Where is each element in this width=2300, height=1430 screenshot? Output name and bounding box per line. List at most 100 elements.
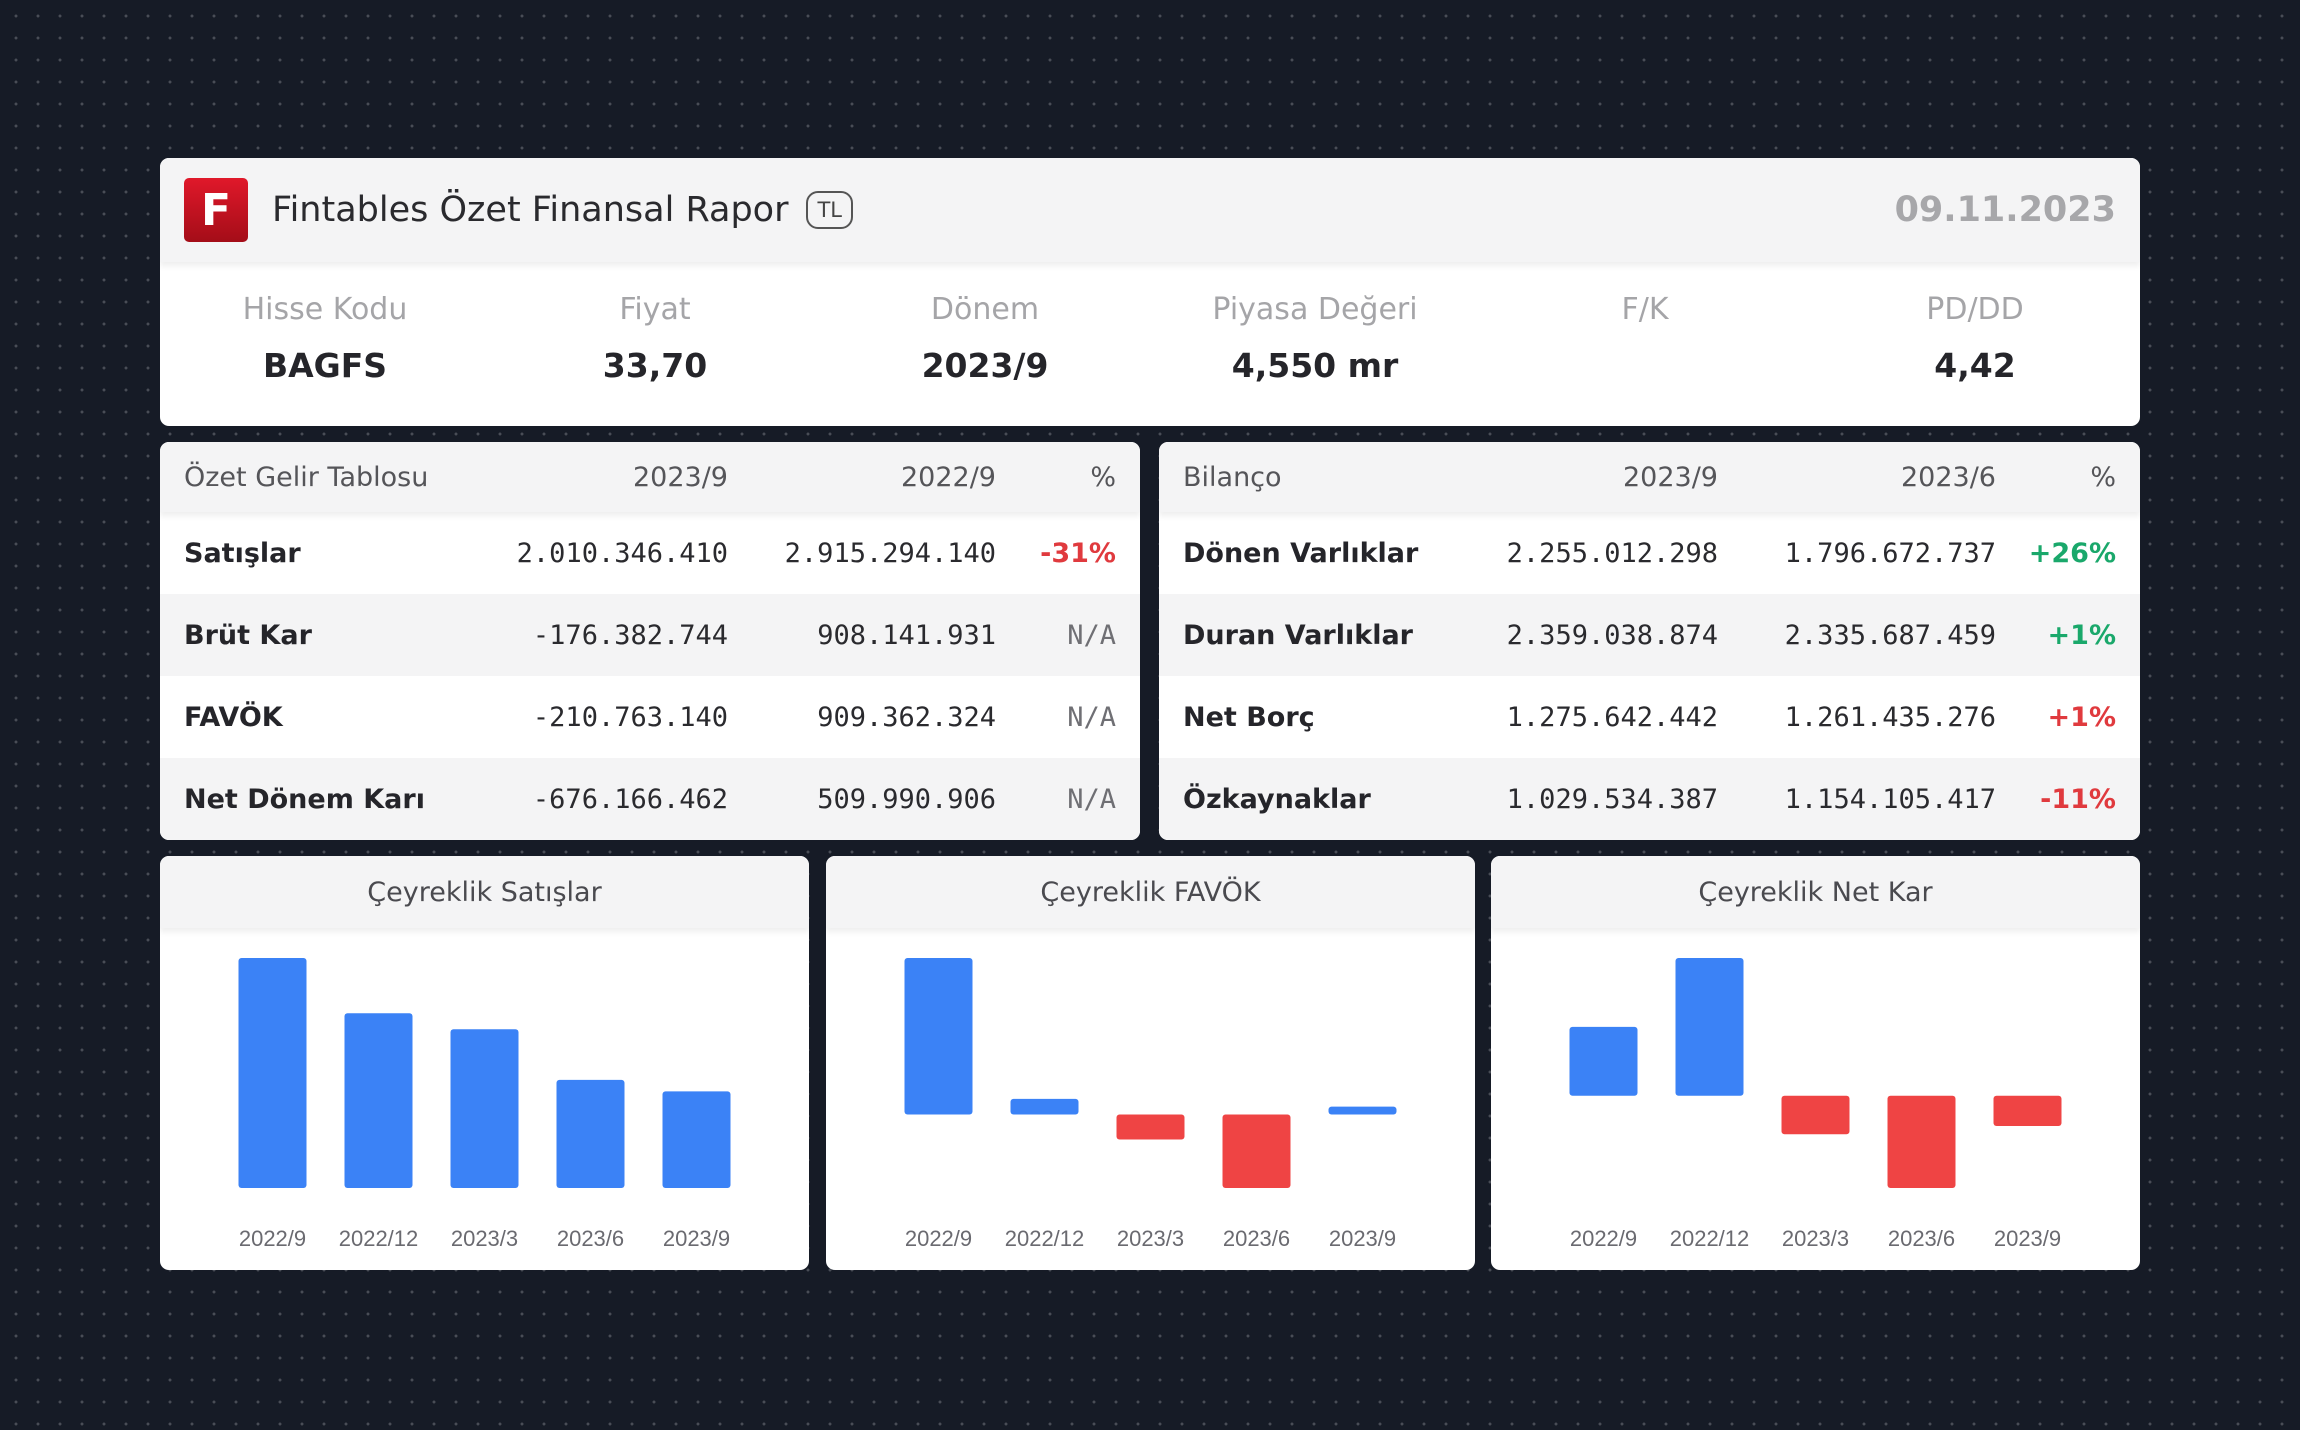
- bar-2023-9: [1993, 1095, 2062, 1127]
- current-value: 2.010.346.410: [516, 537, 728, 569]
- table-row: Brüt Kar -176.382.744 908.141.931 N/A: [160, 594, 1140, 676]
- x-tick-label: 2023/6: [1223, 1226, 1290, 1251]
- stat-label: Fiyat: [619, 292, 691, 327]
- chart-title: Çeyreklik Net Kar: [1491, 856, 2140, 928]
- balance-sheet-table: Bilanço 2023/9 2023/6 % Dönen Varlıklar 2…: [1159, 442, 2140, 840]
- bar-2023-9: [662, 1091, 731, 1188]
- current-value: 2.359.038.874: [1506, 619, 1718, 651]
- x-tick-label: 2023/9: [1329, 1226, 1396, 1251]
- table-row: Özkaynaklar 1.029.534.387 1.154.105.417 -11…: [1159, 758, 2140, 840]
- previous-value: 909.362.324: [817, 701, 996, 733]
- x-tick-label: 2023/9: [1994, 1226, 2061, 1251]
- chart-title: Çeyreklik Satışlar: [160, 856, 809, 928]
- bar-2022-9: [238, 958, 307, 1188]
- row-label: Satışlar: [184, 537, 301, 569]
- bar-2023-3: [1116, 1114, 1185, 1140]
- quarterly-net-income-chart: Çeyreklik Net Kar 2022/9 2022/12 2023/3 202…: [1491, 856, 2140, 1270]
- bar-2023-6: [556, 1079, 625, 1188]
- summary-card: F Fintables Özet Finansal Rapor TL 09.11…: [160, 158, 2140, 426]
- quarterly-net-income-plot: 2022/9 2022/12 2023/3 2023/6 2023/9: [1569, 958, 2062, 1251]
- stat-period: Dönem 2023/9: [820, 262, 1150, 426]
- row-label: FAVÖK: [184, 701, 283, 733]
- x-tick-label: 2022/12: [339, 1226, 419, 1251]
- table-row: FAVÖK -210.763.140 909.362.324 N/A: [160, 676, 1140, 758]
- column-header: 2023/6: [1901, 461, 1996, 493]
- x-tick-label: 2022/9: [239, 1226, 306, 1251]
- report-date: 09.11.2023: [1894, 190, 2116, 230]
- column-header: %: [1090, 461, 1116, 493]
- fintables-logo-icon: F: [184, 178, 248, 242]
- x-tick-label: 2023/3: [1782, 1226, 1849, 1251]
- change-percent: -31%: [1040, 537, 1116, 569]
- quarterly-ebitda-plot: 2022/9 2022/12 2023/3 2023/6 2023/9: [904, 958, 1397, 1251]
- change-percent: N/A: [1067, 701, 1116, 733]
- bar-2022-12: [1675, 958, 1744, 1096]
- x-tick-label: 2022/12: [1005, 1226, 1085, 1251]
- stat-label: F/K: [1621, 292, 1669, 327]
- change-percent: +1%: [2047, 619, 2116, 651]
- table-header: Bilanço 2023/9 2023/6 %: [1159, 442, 2140, 512]
- stat-label: Dönem: [930, 292, 1040, 327]
- stat-market-cap: Piyasa Değeri 4,550 mr: [1150, 262, 1480, 426]
- quarterly-sales-plot: 2022/9 2022/12 2023/3 2023/6 2023/9: [238, 958, 731, 1251]
- column-header: 2022/9: [901, 461, 996, 493]
- report-title: Fintables Özet Finansal Rapor: [272, 190, 789, 230]
- bar-2023-9: [1328, 1106, 1397, 1115]
- previous-value: 1.154.105.417: [1784, 783, 1996, 815]
- x-tick-label: 2022/12: [1670, 1226, 1750, 1251]
- quarterly-sales-chart: Çeyreklik Satışlar 2022/9 2022/12 2023/3 20…: [160, 856, 809, 1270]
- current-value: 1.275.642.442: [1506, 701, 1718, 733]
- x-tick-label: 2023/6: [1888, 1226, 1955, 1251]
- stat-value: 4,550 mr: [1231, 346, 1399, 385]
- bar-2022-9: [1569, 1026, 1638, 1096]
- previous-value: 509.990.906: [817, 783, 996, 815]
- bar-2023-6: [1222, 1114, 1291, 1188]
- row-label: Özkaynaklar: [1183, 783, 1371, 815]
- table-row: Duran Varlıklar 2.359.038.874 2.335.687.45…: [1159, 594, 2140, 676]
- change-percent: N/A: [1067, 783, 1116, 815]
- stat-value: 2023/9: [921, 346, 1049, 385]
- column-header: 2023/9: [1623, 461, 1718, 493]
- stat-value: 33,70: [602, 346, 708, 385]
- bar-2022-12: [344, 1013, 413, 1188]
- previous-value: 1.796.672.737: [1784, 537, 1996, 569]
- row-label: Net Dönem Karı: [184, 783, 425, 815]
- previous-value: 908.141.931: [817, 619, 996, 651]
- stat-ticker: Hisse Kodu BAGFS: [160, 262, 490, 426]
- report-header: F Fintables Özet Finansal Rapor TL 09.11…: [160, 158, 2140, 262]
- change-percent: +1%: [2047, 701, 2116, 733]
- change-percent: +26%: [2028, 537, 2116, 569]
- stat-value: BAGFS: [262, 346, 388, 385]
- change-percent: N/A: [1067, 619, 1116, 651]
- stat-label: Piyasa Değeri: [1212, 292, 1418, 327]
- column-header: Bilanço: [1183, 461, 1282, 493]
- stat-value: [1480, 346, 1810, 388]
- previous-value: 2.335.687.459: [1784, 619, 1996, 651]
- column-header: %: [2090, 461, 2116, 493]
- column-header: Özet Gelir Tablosu: [184, 461, 429, 493]
- income-statement-table: Özet Gelir Tablosu 2023/9 2022/9 % Satış…: [160, 442, 1140, 840]
- table-header: Özet Gelir Tablosu 2023/9 2022/9 %: [160, 442, 1140, 512]
- current-value: -676.166.462: [532, 783, 728, 815]
- bar-2022-9: [904, 958, 973, 1115]
- column-header: 2023/9: [633, 461, 728, 493]
- current-value: -210.763.140: [532, 701, 728, 733]
- row-label: Dönen Varlıklar: [1183, 537, 1419, 569]
- stock-stats: Hisse Kodu BAGFS Fiyat 33,70 Dönem 2023/…: [160, 262, 2140, 426]
- stat-pe-ratio: F/K: [1480, 262, 1810, 426]
- stat-value: 4,42: [1934, 346, 2016, 385]
- chart-title: Çeyreklik FAVÖK: [826, 856, 1475, 928]
- current-value: 1.029.534.387: [1506, 783, 1718, 815]
- bar-2023-3: [1781, 1095, 1850, 1135]
- previous-value: 1.261.435.276: [1784, 701, 1996, 733]
- stat-label: PD/DD: [1926, 292, 2024, 327]
- stat-price: Fiyat 33,70: [490, 262, 820, 426]
- currency-badge: TL: [806, 191, 854, 229]
- previous-value: 2.915.294.140: [784, 537, 996, 569]
- quarterly-ebitda-chart: Çeyreklik FAVÖK 2022/9 2022/12 2023/3 2023/…: [826, 856, 1475, 1270]
- x-tick-label: 2023/3: [451, 1226, 518, 1251]
- row-label: Duran Varlıklar: [1183, 619, 1414, 651]
- row-label: Brüt Kar: [184, 619, 312, 651]
- row-label: Net Borç: [1183, 701, 1315, 733]
- current-value: 2.255.012.298: [1506, 537, 1718, 569]
